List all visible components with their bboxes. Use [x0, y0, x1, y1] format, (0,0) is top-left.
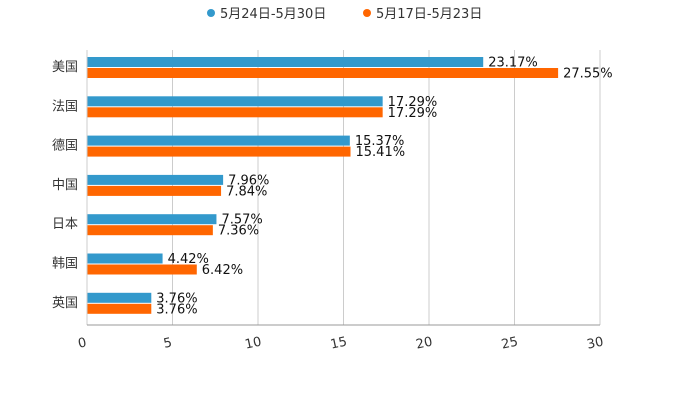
bar-series1 [87, 96, 383, 107]
value-label: 3.76% [156, 302, 197, 317]
value-label: 7.36% [218, 224, 259, 239]
x-axis: 0 5 10 15 20 25 30 [77, 324, 605, 353]
value-label: 17.29% [388, 106, 438, 121]
bar-series1 [87, 174, 224, 185]
value-label: 23.17% [488, 56, 538, 71]
y-category-label: 韩国 [52, 257, 78, 272]
bar-series2 [87, 264, 197, 275]
value-label: 7.96% [228, 173, 269, 188]
bar-series1 [87, 292, 152, 303]
y-category-label: 日本 [52, 217, 78, 232]
x-tick-label: 20 [415, 335, 434, 353]
x-tick-label: 0 [77, 335, 88, 351]
value-label: 15.37% [355, 134, 405, 149]
x-tick-label: 15 [329, 335, 348, 353]
y-category-label: 美国 [52, 60, 78, 75]
bar-series1 [87, 57, 484, 67]
x-tick-label: 5 [162, 335, 173, 351]
value-labels: 23.17% 27.55% 17.29%17.29% 15.37%15.41% 7.96… [156, 56, 612, 318]
bar-series2 [87, 185, 222, 196]
bar-series1 [87, 135, 350, 146]
y-category-label: 英国 [52, 296, 78, 311]
value-label: 7.57% [221, 213, 262, 228]
bar-series2 [87, 303, 152, 314]
value-label: 3.76% [156, 291, 197, 306]
bar-series2 [87, 225, 213, 236]
legend-marker-series2 [363, 9, 371, 17]
value-label: 27.55% [563, 67, 613, 82]
y-category-label: 德国 [52, 139, 78, 154]
bar-series2 [87, 107, 383, 118]
bar-series2 [87, 146, 351, 157]
legend-label-series1: 5月24日-5月30日 [220, 7, 326, 22]
value-label: 17.29% [388, 95, 438, 110]
legend-marker-series1 [207, 9, 215, 17]
value-label: 4.42% [168, 252, 209, 267]
x-tick-label: 10 [244, 335, 263, 353]
value-label: 15.41% [356, 145, 406, 160]
legend: 5月24日-5月30日 5月17日-5月23日 [207, 7, 482, 22]
bar-series1 [87, 253, 163, 264]
y-category-label: 法国 [52, 99, 78, 114]
bars [87, 57, 559, 314]
legend-label-series2: 5月17日-5月23日 [376, 7, 482, 22]
bar-series1 [87, 214, 217, 225]
value-label: 6.42% [202, 263, 243, 278]
x-tick-label: 30 [586, 335, 605, 353]
value-label: 7.84% [226, 184, 267, 199]
grid-lines [86, 50, 601, 325]
y-category-label: 中国 [52, 178, 78, 193]
bar-series2 [87, 68, 559, 78]
x-tick-label: 25 [500, 335, 519, 353]
